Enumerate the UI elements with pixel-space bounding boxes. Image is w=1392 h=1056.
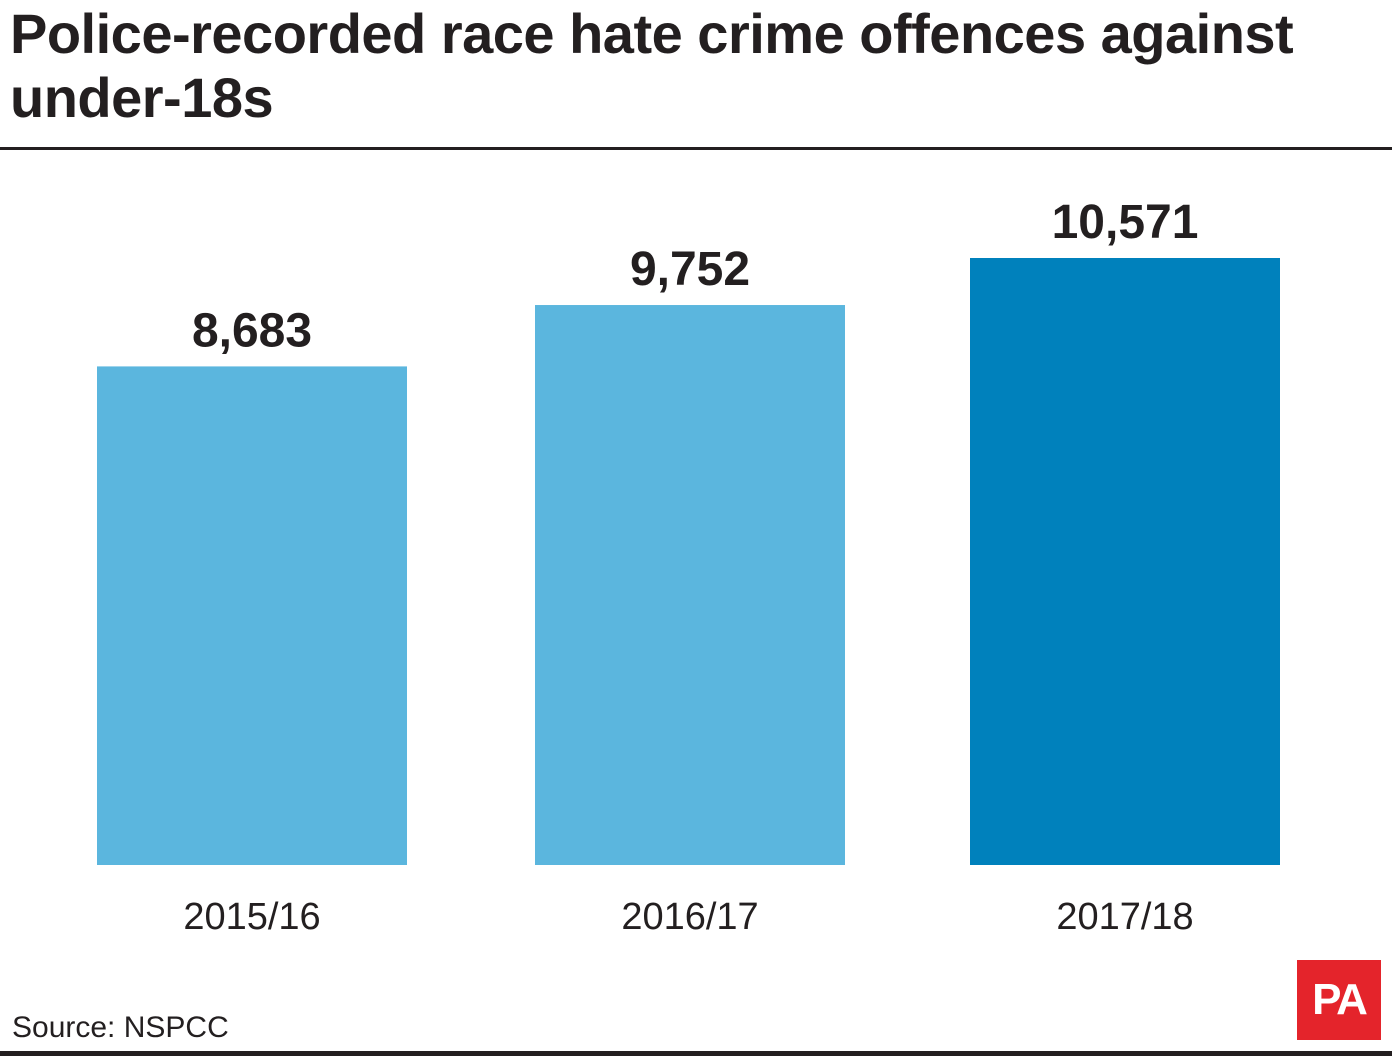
title-divider xyxy=(0,147,1392,150)
bar-chart: 8,683 2015/16 9,752 2016/17 10,571 2017/18 xyxy=(97,196,1280,938)
category-label: 2017/18 xyxy=(1056,896,1193,938)
category-label: 2015/16 xyxy=(183,896,320,938)
bar-2016-17 xyxy=(535,305,845,865)
pa-logo: PA xyxy=(1297,960,1381,1040)
chart-title: Police-recorded race hate crime offences… xyxy=(10,2,1294,129)
value-label: 9,752 xyxy=(630,243,750,296)
value-label: 10,571 xyxy=(1052,196,1199,249)
source-note: Source: NSPCC xyxy=(12,1011,229,1044)
value-label: 8,683 xyxy=(192,304,312,357)
category-label: 2016/17 xyxy=(621,896,758,938)
bottom-divider xyxy=(0,1051,1392,1056)
bar-2017-18 xyxy=(970,258,1280,865)
bar-2015-16 xyxy=(97,366,407,865)
